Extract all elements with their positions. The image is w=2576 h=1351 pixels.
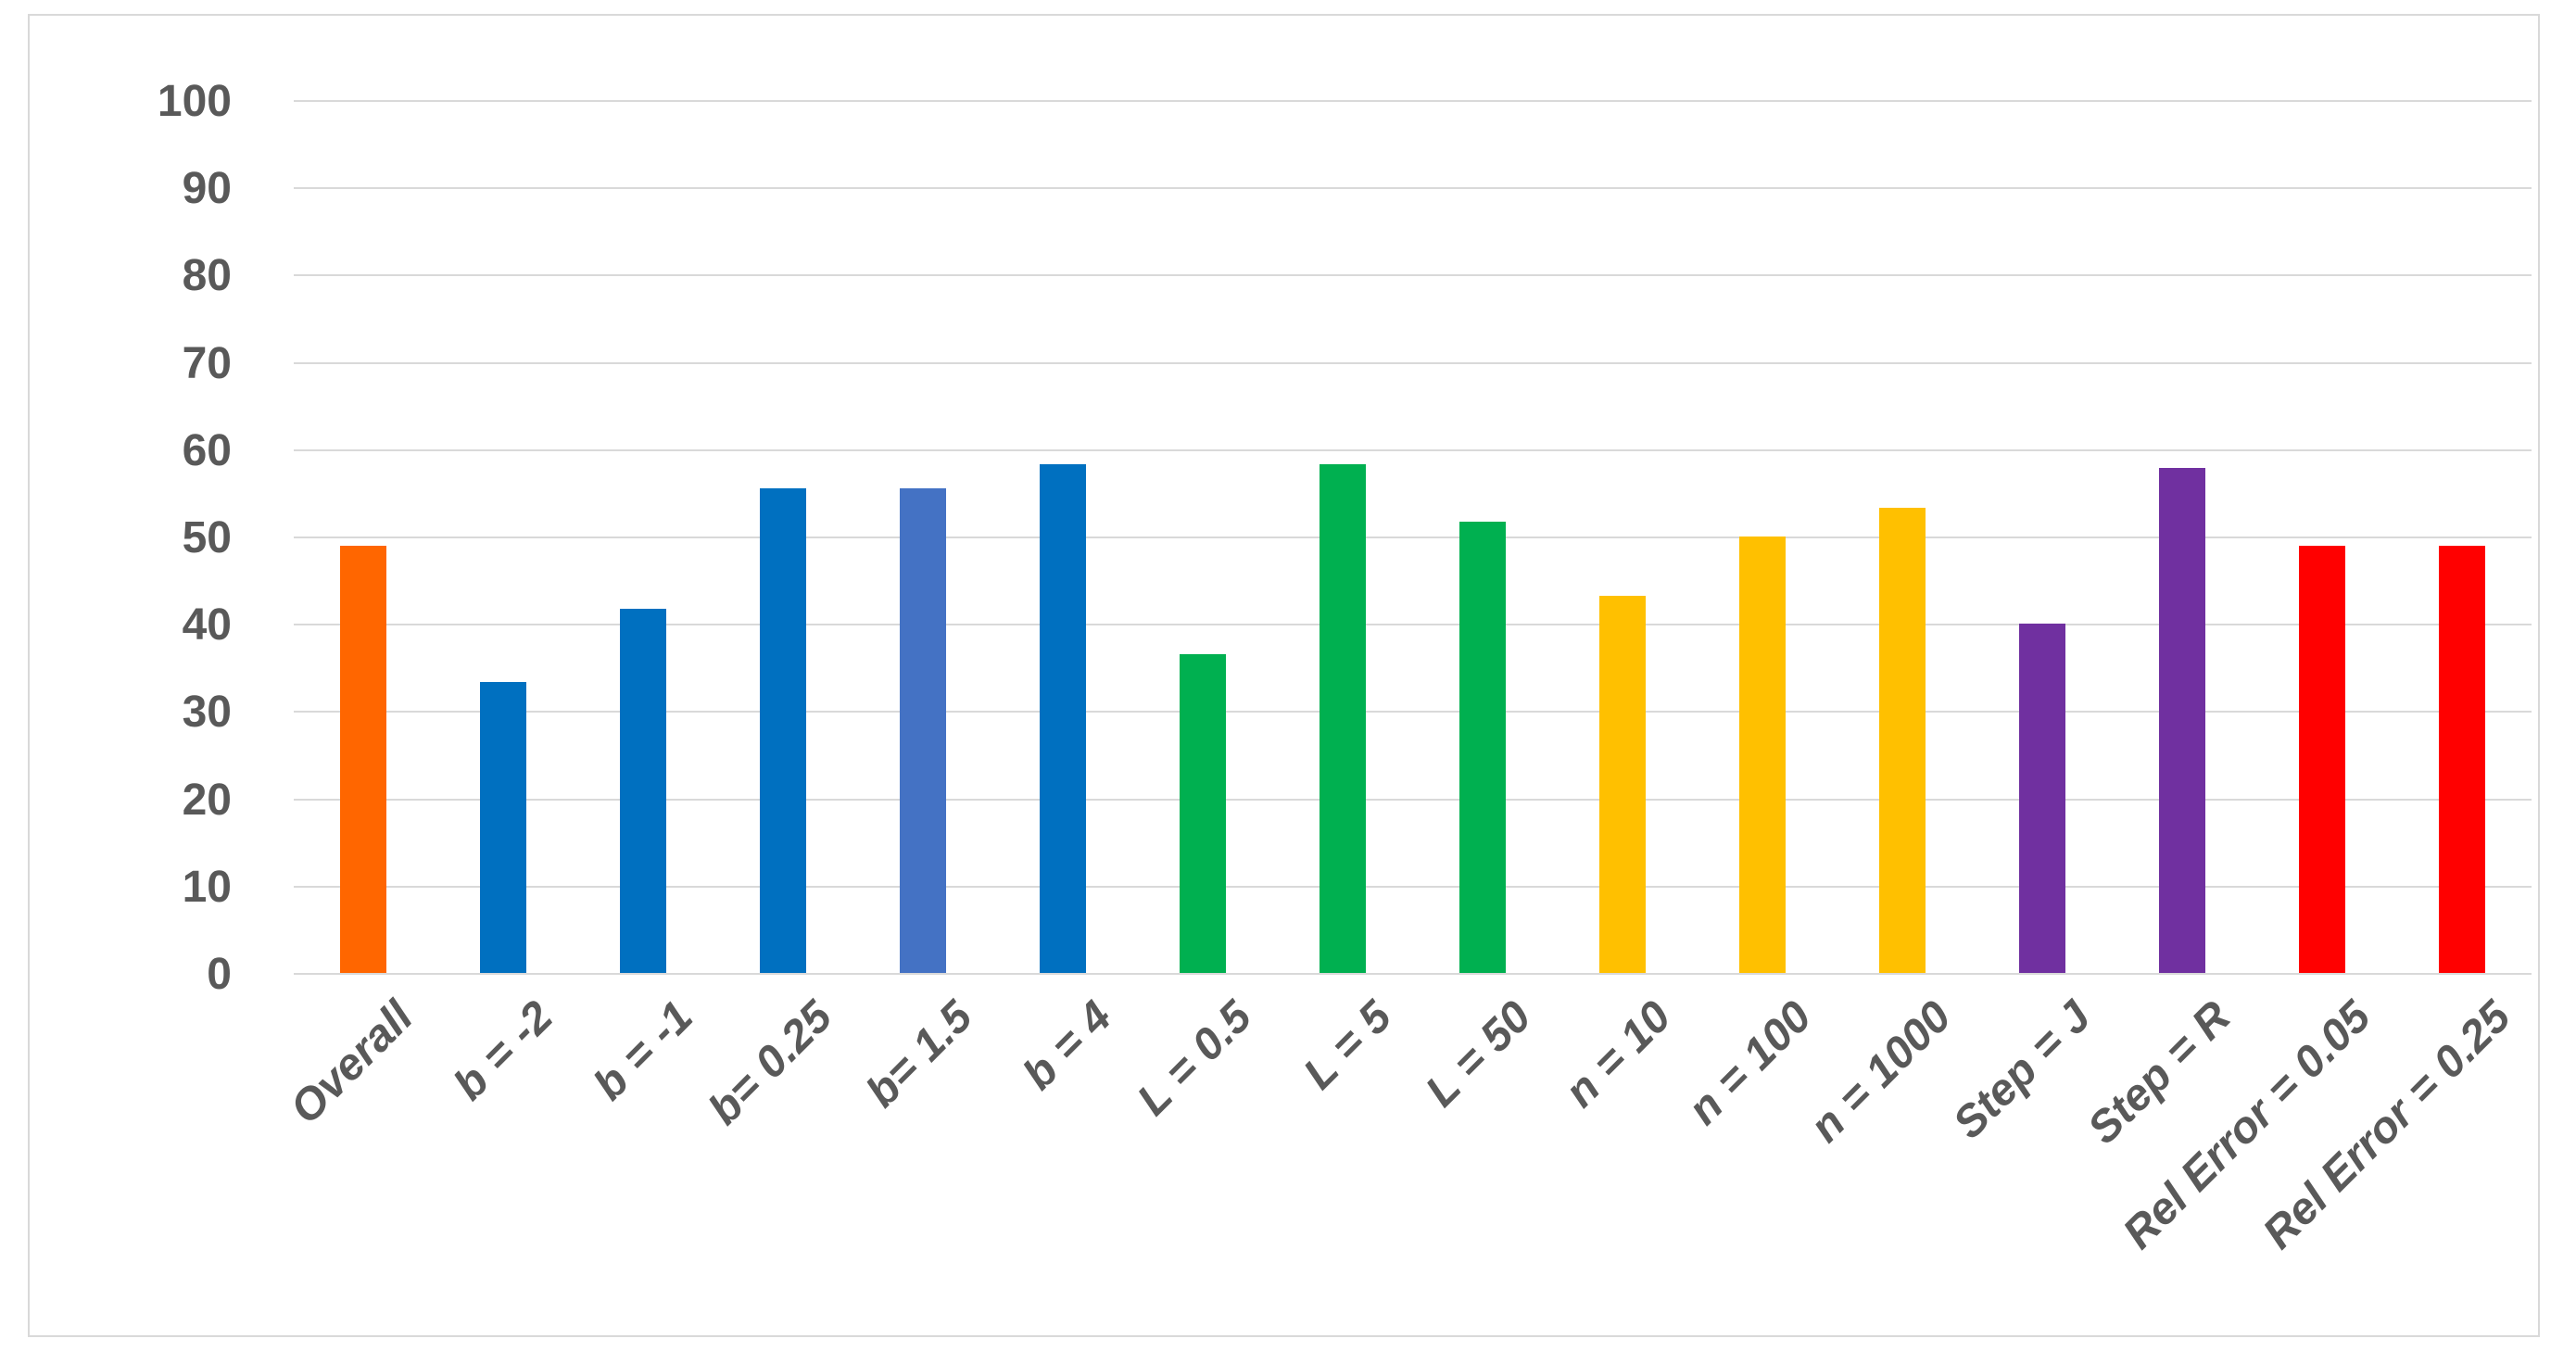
- y-axis: 0 10 20 30 40 50 60 70 80 90 100: [30, 78, 243, 999]
- gridline: [294, 885, 2532, 888]
- x-tick-label: Overall: [281, 991, 423, 1134]
- bar-n-1000: [1878, 507, 1926, 973]
- x-tick-label: n = 10: [1556, 991, 1682, 1117]
- y-tick-label: 80: [182, 251, 232, 301]
- x-tick-label: L = 5: [1294, 991, 1402, 1099]
- gridline: [294, 798, 2532, 801]
- gridline: [294, 274, 2532, 277]
- bar-b--2: [480, 682, 527, 973]
- x-tick-label: Step = J: [1944, 991, 2101, 1149]
- bar-n-100: [1738, 537, 1786, 973]
- bar-step-j: [2018, 624, 2065, 973]
- x-tick-label: b = 4: [1014, 991, 1122, 1100]
- bar-rel-error-0.25: [2438, 546, 2485, 973]
- bar-l-0.5: [1180, 654, 1227, 973]
- gridline: [294, 711, 2532, 713]
- x-axis-line: [294, 973, 2532, 975]
- bar-b--1: [620, 609, 667, 973]
- bar-b-1.5: [900, 488, 947, 973]
- x-tick-label: L = 50: [1417, 991, 1542, 1117]
- gridline: [294, 537, 2532, 538]
- y-tick-label: 20: [182, 775, 232, 825]
- y-tick-label: 60: [182, 425, 232, 475]
- bar-n-10: [1598, 596, 1646, 973]
- y-tick-label: 100: [157, 77, 232, 126]
- y-tick-label: 40: [182, 600, 232, 650]
- x-tick-label: b= 0.25: [699, 991, 842, 1135]
- gridline: [294, 187, 2532, 190]
- x-tick-label: b = -2: [444, 991, 562, 1110]
- y-tick-label: 90: [182, 164, 232, 214]
- gridline: [294, 624, 2532, 626]
- bar-step-r: [2158, 467, 2205, 973]
- y-tick-label: 70: [182, 338, 232, 388]
- y-tick-label: 50: [182, 513, 232, 562]
- y-tick-label: 0: [207, 950, 232, 999]
- bar-b-4: [1040, 463, 1087, 973]
- x-tick-label: Rel Error = 0.25: [2254, 991, 2520, 1259]
- plot-area: [294, 100, 2532, 975]
- bar-overall: [340, 546, 387, 973]
- bar-l-5: [1320, 463, 1367, 973]
- x-tick-label: b= 1.5: [856, 991, 982, 1117]
- x-tick-label: b = -1: [584, 991, 702, 1110]
- gridline: [294, 100, 2532, 102]
- gridline: [294, 361, 2532, 364]
- x-tick-label: n = 100: [1678, 991, 1822, 1135]
- chart-frame: 0 10 20 30 40 50 60 70 80 90 100 Overall b = -2 b = …: [28, 14, 2540, 1337]
- x-tick-label: Rel Error = 0.05: [2114, 991, 2380, 1259]
- bar-b-0.25: [760, 488, 807, 973]
- y-tick-label: 30: [182, 688, 232, 738]
- gridline: [294, 448, 2532, 451]
- x-tick-label: L = 0.5: [1128, 991, 1262, 1126]
- bar-l-50: [1458, 522, 1506, 973]
- y-tick-label: 10: [182, 862, 232, 912]
- bar-rel-error-0.05: [2298, 546, 2345, 973]
- x-tick-label: n = 1000: [1800, 991, 1961, 1153]
